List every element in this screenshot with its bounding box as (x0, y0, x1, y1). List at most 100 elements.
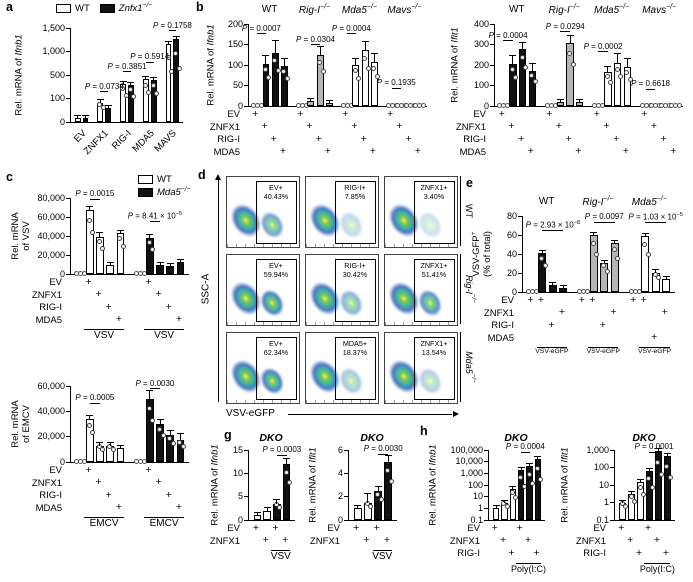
bar (589, 235, 598, 292)
plus-mark: + (262, 534, 269, 546)
error-bar (603, 260, 605, 263)
bar (271, 52, 279, 106)
treatment-label: VSV (270, 551, 291, 562)
error-bar (179, 259, 181, 262)
data-point (676, 102, 682, 108)
bar (637, 482, 644, 520)
plus-mark: + (95, 476, 102, 488)
error-bar (377, 487, 379, 491)
y-tick-mark (518, 253, 523, 255)
error-bar (109, 443, 111, 446)
error-bar-cap (364, 493, 372, 495)
condition-row-label: MDA5 (35, 314, 62, 326)
legend-swatch-icon (138, 187, 153, 197)
data-point (624, 69, 630, 75)
y-tick-label: 300 (473, 39, 489, 49)
panel-c-emcv-bar-chart: Rel. mRNA of EMCV 0 20,000 40,000 60,000 P = 0… (8, 368, 204, 574)
y-tick-label: 100 (467, 479, 483, 490)
error-bar-cap (384, 454, 392, 456)
y-tick-mark (484, 484, 489, 486)
plus-mark: + (499, 534, 507, 546)
error-bar-cap (556, 98, 564, 100)
chart-title: DKO (360, 432, 384, 444)
error-bar (145, 77, 147, 80)
data-point (120, 86, 126, 92)
p-value: P = 2.93 × 10−8 (525, 220, 581, 230)
group-header: WT (508, 4, 525, 15)
treatment-underline (84, 517, 124, 519)
plus-mark: + (661, 306, 668, 318)
treatment-label: Poly(I:C) (639, 563, 675, 574)
significance-line (276, 454, 287, 456)
y-tick-mark (66, 121, 71, 123)
condition-row-label: EV (593, 523, 606, 534)
treatment-underline (536, 347, 568, 349)
error-bar (559, 99, 561, 102)
p-value: P = 0.5914 (130, 52, 170, 62)
y-tick-label: 0 (483, 100, 489, 111)
data-point (96, 239, 102, 245)
treatment-label: VSV (94, 330, 115, 341)
error-bar (89, 415, 91, 419)
y-tick-mark (244, 496, 249, 498)
data-point (611, 247, 617, 253)
condition-row-label: MDA5 (487, 332, 514, 344)
bar (528, 71, 536, 106)
error-bar (537, 456, 539, 459)
error-bar (512, 55, 514, 64)
bar (534, 458, 542, 520)
error-bar (159, 262, 161, 265)
p-value: P = 0.6618 (631, 79, 670, 89)
legend-item: WT (56, 2, 90, 15)
data-point (513, 74, 519, 80)
error-bar (119, 231, 121, 234)
plus-mark: + (351, 120, 358, 132)
error-bar-cap (517, 466, 525, 468)
y-tick-label: 10,000 (455, 456, 483, 467)
plot-area: 0.1 1 10 100 1,000 10,000 100,000 P = 0.0004 (450, 442, 545, 525)
y-tick-label: 100 (593, 462, 609, 472)
gate-rectangle (334, 336, 377, 401)
p-value: P = 0.0003 (262, 445, 302, 455)
error-bar-cap (116, 230, 124, 232)
p-value: P = 0.0001 (634, 442, 674, 452)
data-point (90, 430, 96, 436)
plus-mark: + (548, 318, 555, 331)
error-bar-cap (104, 105, 112, 107)
error-bar (122, 81, 124, 84)
data-point (262, 67, 268, 73)
y-tick-label: 20,000 (37, 431, 65, 442)
treatment-label: EMCV (149, 518, 179, 529)
gate-rectangle (334, 180, 377, 245)
plus-mark: + (527, 145, 534, 157)
y-axis-arrowhead-icon (215, 174, 221, 180)
plus-mark: + (498, 107, 505, 120)
significance-line (645, 88, 656, 90)
bar (283, 464, 291, 520)
legend-item: Znfx1−/− (99, 2, 152, 15)
bar (576, 101, 584, 106)
plus-mark: + (85, 275, 92, 288)
data-point (142, 82, 148, 88)
significance-line (149, 388, 160, 390)
y-tick-mark (484, 519, 489, 521)
condition-row-label: ZNFX1 (455, 121, 486, 133)
y-tick-mark (610, 519, 615, 521)
error-bar (626, 58, 628, 68)
error-bar-cap (374, 486, 382, 488)
p-value: P = 0.1758 (152, 20, 192, 30)
error-bar (276, 500, 278, 504)
condition-row-label: ZNFX1 (483, 307, 514, 319)
data-point (538, 477, 544, 482)
y-tick-label: 100 (49, 93, 65, 103)
significance-line (89, 198, 100, 200)
bar (662, 278, 671, 292)
error-bar (266, 508, 268, 511)
treatment-label: Poly(I:C) (511, 563, 547, 574)
plus-mark: + (396, 120, 403, 132)
y-tick-mark (610, 449, 615, 451)
y-tick-label: 0 (59, 116, 65, 127)
data-point (86, 422, 92, 428)
condition-row-label: EV (467, 523, 480, 534)
significance-line (503, 40, 513, 42)
